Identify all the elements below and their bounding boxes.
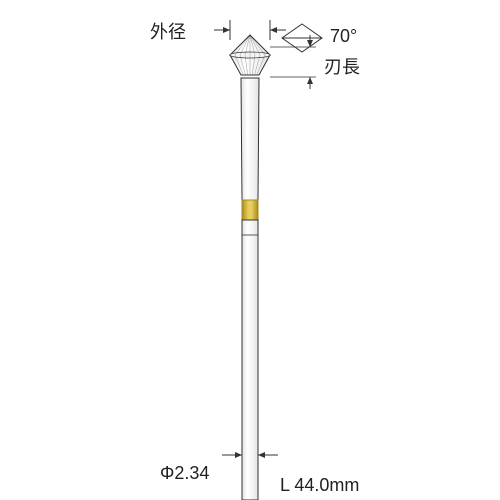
angle-label: 70° (330, 26, 357, 47)
blade-length-label: 刃長 (324, 53, 360, 79)
outer-diameter-label: 外径 (150, 18, 186, 44)
total-length-label: L 44.0mm (280, 475, 359, 496)
shaft-diameter-label: Φ2.34 (160, 463, 209, 484)
